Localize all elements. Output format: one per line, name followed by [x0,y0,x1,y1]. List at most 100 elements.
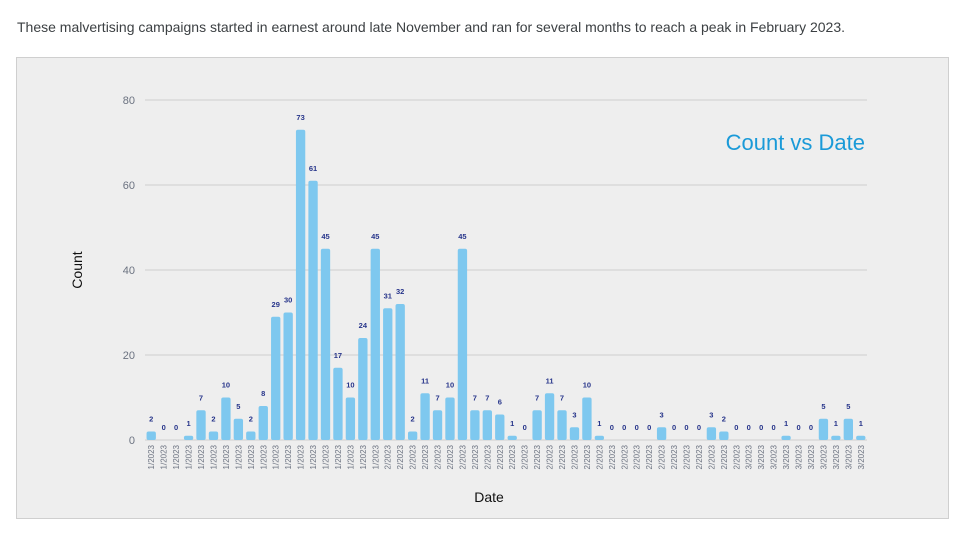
bar-value-label: 0 [684,423,688,432]
bar-value-label: 3 [660,410,664,419]
bar-value-label: 61 [309,164,317,173]
x-tick-label: 2/2023 [409,444,418,469]
bar [818,418,829,440]
x-tick-label: 2/2023 [558,444,567,469]
x-tick-label: 1/2023 [272,444,281,469]
x-tick-label: 1/2023 [222,444,231,469]
bar-value-label: 0 [523,423,527,432]
y-axis-ticks: 0 20 40 60 80 [123,95,135,447]
x-tick-label: 3/2023 [745,444,754,469]
bar-value-label: 0 [697,423,701,432]
bar-value-label: 0 [772,423,776,432]
bar-value-label: 10 [222,381,230,390]
y-axis-title: Count [69,251,85,288]
x-axis-title: Date [474,489,504,505]
bar-value-label: 0 [734,423,738,432]
bar-value-label: 24 [359,321,368,330]
bars [146,129,866,440]
bar-value-label: 10 [583,381,591,390]
x-tick-label: 3/2023 [770,444,779,469]
bar [233,418,244,440]
x-tick-label: 3/2023 [757,444,766,469]
bar-value-label: 10 [346,381,354,390]
bar [370,248,380,440]
bar-value-label: 5 [236,402,240,411]
x-tick-label: 1/2023 [371,444,380,469]
bar-value-label: 8 [261,389,265,398]
bar [283,312,293,440]
bar-value-label: 7 [560,393,564,402]
bar [308,180,318,440]
bar-value-label: 45 [458,232,466,241]
x-tick-label: 2/2023 [384,444,393,469]
bar [706,427,717,440]
bar-value-label: 73 [296,113,304,122]
gridlines [145,99,867,441]
bar [320,248,331,440]
x-tick-label: 1/2023 [284,444,293,469]
bar [719,431,729,440]
bar-value-label: 11 [546,376,554,385]
bar-value-label: 7 [485,393,489,402]
bar-value-label: 10 [446,381,454,390]
bar-value-label: 0 [759,423,763,432]
bar [333,367,343,440]
y-tick-label: 80 [123,95,135,107]
x-tick-label: 2/2023 [533,444,542,469]
x-tick-label: 1/2023 [247,444,256,469]
bar-value-label: 6 [498,398,502,407]
x-tick-label: 1/2023 [259,444,268,469]
bar-value-label: 30 [284,296,292,305]
x-tick-label: 3/2023 [795,444,804,469]
bar [843,418,853,440]
bar [246,431,256,440]
x-tick-label: 2/2023 [732,444,741,469]
bar-value-label: 0 [162,423,166,432]
bar [831,435,841,440]
caption-text: These malvertising campaigns started in … [17,19,845,35]
x-tick-label: 2/2023 [396,444,405,469]
bar [271,316,281,440]
bar [532,410,542,440]
bar [420,393,430,440]
x-tick-label: 2/2023 [583,444,592,469]
bar-value-label: 1 [597,419,601,428]
x-axis-ticks: 1/2023 1/2023 1/2023 1/2023 1/2023 1/2023 1/20… [147,444,866,469]
y-tick-label: 40 [123,265,135,277]
bar [258,406,268,440]
bar [445,397,455,440]
x-tick-label: 2/2023 [595,444,604,469]
x-tick-label: 2/2023 [695,444,704,469]
bar-value-label: 1 [784,419,788,428]
bar-value-label: 0 [647,423,651,432]
bar [594,435,605,440]
bar-value-label: 11 [421,376,429,385]
bar-value-label: 5 [821,402,825,411]
bar [432,410,443,440]
bar [407,431,418,440]
bar-value-label: 1 [859,419,863,428]
x-tick-label: 1/2023 [322,444,331,469]
chart-panel: 2 0 0 1 7 2 10 5 2 8 29 30 73 61 45 17 10 24 45 31 32 2 11 7 10 4… [16,57,949,519]
bar-value-label: 3 [572,410,576,419]
x-tick-label: 2/2023 [633,444,642,469]
bar-value-label: 2 [211,415,215,424]
bar-value-label: 0 [796,423,800,432]
x-tick-label: 1/2023 [234,444,243,469]
x-tick-label: 1/2023 [297,444,306,469]
bar-value-label: 0 [747,423,751,432]
bar-value-label: 1 [186,419,190,428]
bar [383,308,393,440]
x-tick-label: 2/2023 [496,444,505,469]
bar [781,435,791,440]
x-tick-label: 2/2023 [645,444,654,469]
x-tick-label: 1/2023 [147,444,156,469]
bar [358,338,368,440]
x-tick-label: 2/2023 [683,444,692,469]
x-tick-label: 3/2023 [782,444,791,469]
bar-value-label: 3 [709,410,713,419]
bar [146,431,156,440]
bar [295,129,306,440]
